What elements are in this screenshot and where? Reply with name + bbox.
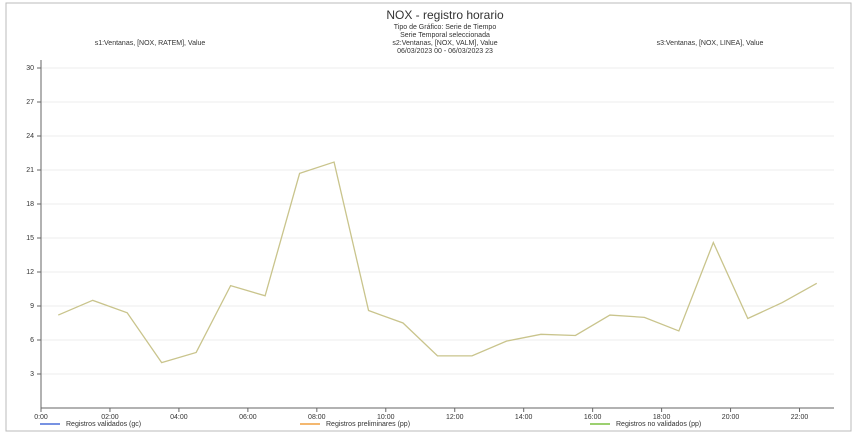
- subtitle: 06/03/2023 00 - 06/03/2023 23: [397, 48, 493, 55]
- subtitle: Serie Temporal seleccionada: [400, 32, 490, 39]
- x-tick-label: 10:00: [377, 414, 395, 421]
- y-tick-label: 18: [26, 201, 34, 208]
- x-tick-label: 0:00: [34, 414, 48, 421]
- legend-label: Registros preliminares (pp): [326, 421, 410, 428]
- y-tick-label: 30: [26, 65, 34, 72]
- y-tick-label: 15: [26, 235, 34, 242]
- y-tick-label: 21: [26, 167, 34, 174]
- x-tick-label: 12:00: [446, 414, 464, 421]
- x-tick-label: 06:00: [239, 414, 257, 421]
- x-tick-label: 20:00: [722, 414, 740, 421]
- x-tick-label: 16:00: [584, 414, 602, 421]
- right-label: s3:Ventanas, [NOX, LINEA], Value: [657, 40, 764, 47]
- y-tick-label: 24: [26, 133, 34, 140]
- y-tick-label: 27: [26, 99, 34, 106]
- y-tick-label: 3: [30, 371, 34, 378]
- x-tick-label: 02:00: [101, 414, 119, 421]
- frame: [5, 2, 852, 432]
- y-tick-label: 9: [30, 303, 34, 310]
- legend-label: Registros validados (gc): [66, 421, 141, 428]
- x-tick-label: 18:00: [653, 414, 671, 421]
- left-label: s1:Ventanas, [NOX, RATEM], Value: [95, 40, 206, 47]
- y-tick-label: 6: [30, 337, 34, 344]
- x-tick-label: 22:00: [791, 414, 809, 421]
- x-tick-label: 14:00: [515, 414, 533, 421]
- subtitle: Tipo de Gráfico: Serie de Tiempo: [394, 24, 497, 31]
- y-tick-label: 12: [26, 269, 34, 276]
- data-line: [57, 161, 818, 364]
- x-tick-label: 04:00: [170, 414, 188, 421]
- chart-title: NOX - registro horario: [386, 8, 504, 22]
- x-tick-label: 08:00: [308, 414, 326, 421]
- subtitle: s2:Ventanas, [NOX, VALM], Value: [392, 40, 497, 47]
- legend-label: Registros no validados (pp): [616, 421, 701, 428]
